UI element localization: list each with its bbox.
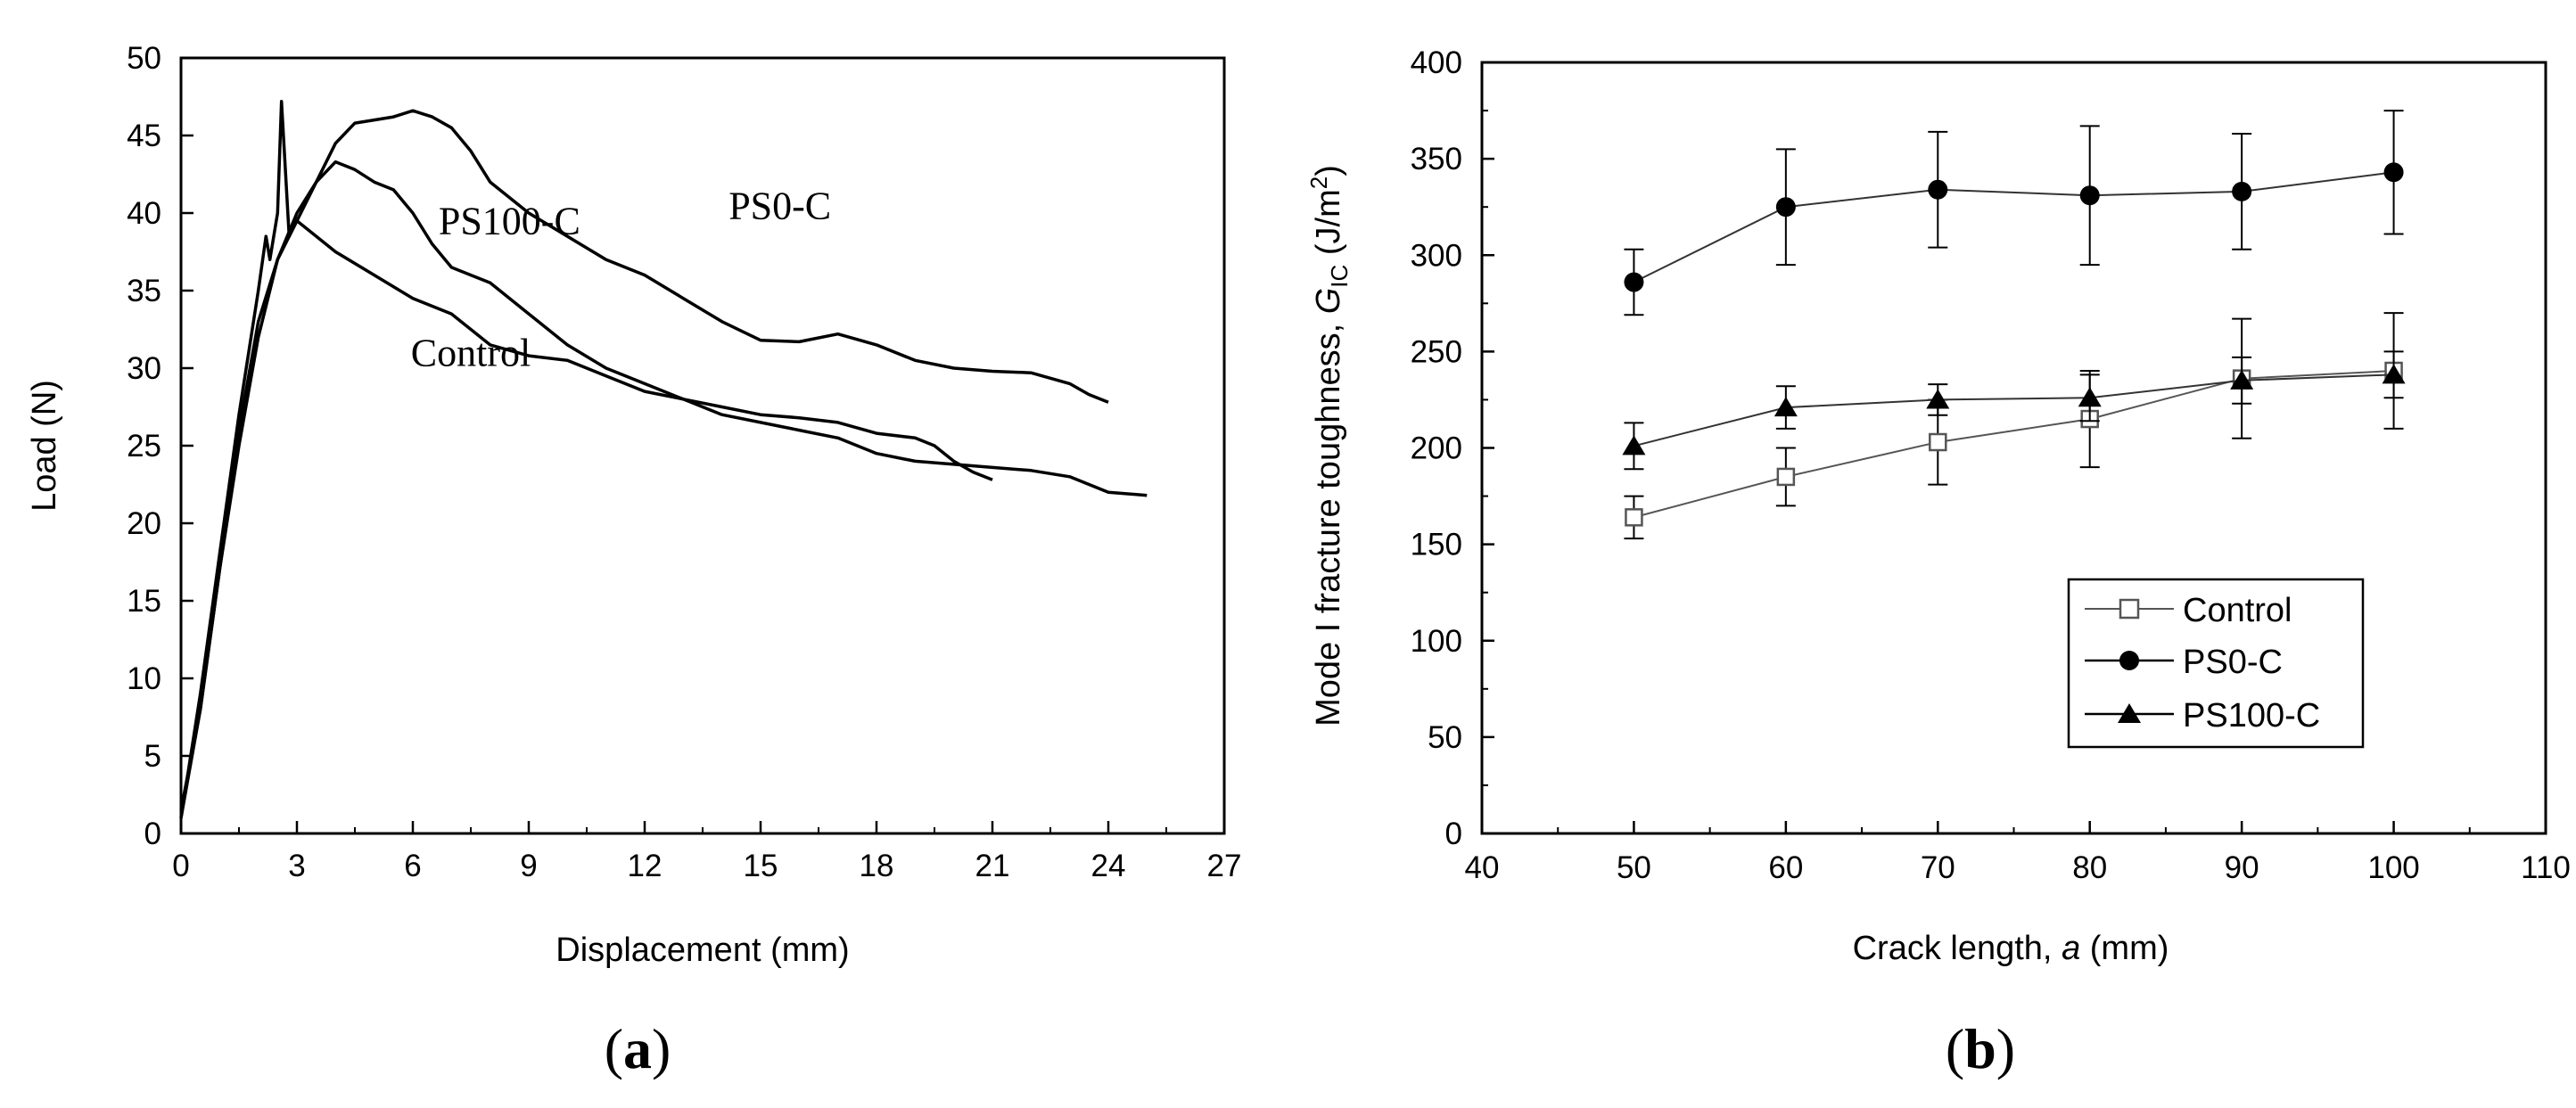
x-tick-label: 100 (2367, 850, 2419, 885)
data-point-ps0-c (2383, 162, 2404, 183)
chart-b-tick-marks (1480, 61, 2547, 835)
data-point-ps100-c (2078, 387, 2102, 407)
chart-b-y-tick-labels: 0 50 100 150 200 250 300 350 400 (1411, 45, 1462, 851)
curve-label-control: Control (411, 332, 531, 375)
chart-a-series (179, 99, 1148, 818)
chart-a-x-tick-labels: 0 3 6 9 12 15 18 21 24 27 (172, 849, 1241, 883)
data-point-ps100-c (1774, 397, 1798, 417)
x-tick-label: 80 (2072, 850, 2107, 885)
chart-b-y-axis-title: Mode I fracture toughness, GIC (J/m2) (1305, 165, 1353, 726)
y-tick-label: 200 (1411, 431, 1462, 466)
legend-label-control: Control (2183, 592, 2292, 629)
legend-marker-ps0-c (2119, 651, 2139, 670)
data-point-control (1625, 508, 1643, 527)
data-point-ps0-c (2232, 181, 2252, 201)
chart-b-x-axis-title: Crack length, a (mm) (1853, 930, 2169, 967)
series-ps0-c (1624, 110, 2404, 316)
data-point-ps0-c (2079, 185, 2100, 206)
legend-item-ps100-c: PS100-C (2085, 697, 2320, 735)
y-tick-label: 150 (1411, 528, 1462, 562)
curve-label-ps100-c: PS100-C (439, 200, 580, 243)
panel-label-b: (b) (1946, 1017, 2015, 1080)
y-tick-label: 0 (1445, 817, 1462, 851)
chart-a-x-axis-title: Displacement (mm) (556, 932, 849, 969)
y-tick-label: 15 (127, 584, 161, 619)
y-tick-label: 350 (1411, 142, 1462, 176)
chart-b-x-tick-labels: 40 50 60 70 80 90 100 110 (1465, 850, 2571, 885)
y-tick-label: 10 (127, 661, 161, 696)
y-tick-label: 5 (144, 739, 161, 774)
legend-item-ps0-c: PS0-C (2085, 644, 2283, 681)
x-tick-label: 15 (744, 849, 778, 883)
x-tick-label: 50 (1617, 850, 1651, 885)
data-point-ps0-c (1928, 179, 1948, 200)
x-tick-label: 21 (975, 849, 1010, 883)
y-tick-label: 35 (127, 274, 161, 308)
legend-frame (2067, 578, 2365, 749)
curve-label-ps0-c: PS0-C (728, 184, 831, 227)
panel-label-a-letter: a (623, 1017, 652, 1080)
chart-b-legend: Control PS0-C PS100-C (2067, 578, 2365, 749)
x-tick-label: 9 (520, 849, 537, 883)
data-point-control (1929, 432, 1947, 452)
y-tick-label: 100 (1411, 624, 1462, 659)
y-tick-label: 300 (1411, 238, 1462, 273)
data-point-ps100-c (2382, 364, 2406, 384)
data-point-ps0-c (1624, 272, 1644, 292)
legend-label-ps100-c: PS100-C (2183, 697, 2320, 735)
x-tick-label: 0 (172, 849, 189, 883)
x-tick-label: 40 (1465, 850, 1500, 885)
y-tick-label: 250 (1411, 334, 1462, 369)
x-tick-label: 27 (1207, 849, 1242, 883)
x-tick-label: 6 (404, 849, 421, 883)
x-tick-label: 18 (860, 849, 894, 883)
y-tick-label: 25 (127, 429, 161, 464)
chart-b-series (1622, 110, 2406, 540)
y-tick-label: 50 (127, 41, 161, 76)
x-tick-label: 110 (2521, 850, 2571, 885)
y-tick-label: 45 (127, 119, 161, 153)
series-line-ps100-c (179, 160, 993, 818)
y-tick-label: 30 (127, 351, 161, 386)
panel-label-b-letter: b (1964, 1017, 1996, 1080)
series-line-control (1634, 370, 2394, 519)
series-line-ps100-c (1634, 373, 2394, 447)
data-point-ps100-c (1926, 389, 1950, 409)
series-line-control (179, 99, 1148, 818)
chart-a-tick-marks (179, 56, 1226, 835)
data-point-ps100-c (1622, 435, 1646, 456)
legend-item-control: Control (2085, 592, 2292, 629)
legend-marker-control (2119, 598, 2140, 620)
legend-label-ps0-c: PS0-C (2183, 644, 2283, 681)
legend-marker-ps100-c (2118, 703, 2141, 723)
x-tick-label: 12 (628, 849, 663, 883)
x-tick-label: 3 (288, 849, 305, 883)
data-point-ps100-c (2230, 369, 2254, 390)
chart-b-fracture-toughness: 40 50 60 70 80 90 100 110 0 50 100 150 200 250 300 350… (1305, 45, 2571, 1080)
x-tick-label: 90 (2225, 850, 2259, 885)
series-line-ps0-c (1633, 171, 2394, 283)
y-tick-label: 40 (127, 196, 161, 231)
x-tick-label: 70 (1921, 850, 1955, 885)
y-tick-label: 400 (1411, 45, 1462, 80)
y-tick-label: 20 (127, 506, 161, 541)
x-tick-label: 24 (1091, 849, 1126, 883)
panel-label-a: (a) (605, 1017, 671, 1080)
y-tick-label: 0 (144, 817, 161, 851)
chart-a-y-axis-title: Load (N) (26, 380, 63, 512)
data-point-ps0-c (1775, 197, 1796, 217)
chart-a-y-tick-labels: 0 5 10 15 20 25 30 35 40 45 50 (127, 41, 161, 851)
x-tick-label: 60 (1768, 850, 1803, 885)
data-point-control (1776, 467, 1796, 487)
y-tick-label: 50 (1428, 720, 1462, 755)
series-ps100-c (1622, 350, 2406, 471)
chart-a-displacement-load: 0 3 6 9 12 15 18 21 24 27 0 5 10 15 20 25 30 35 40 45 50 PS… (26, 41, 1241, 1080)
chart-a-curve-labels: PS0-C PS100-C Control (411, 184, 831, 374)
